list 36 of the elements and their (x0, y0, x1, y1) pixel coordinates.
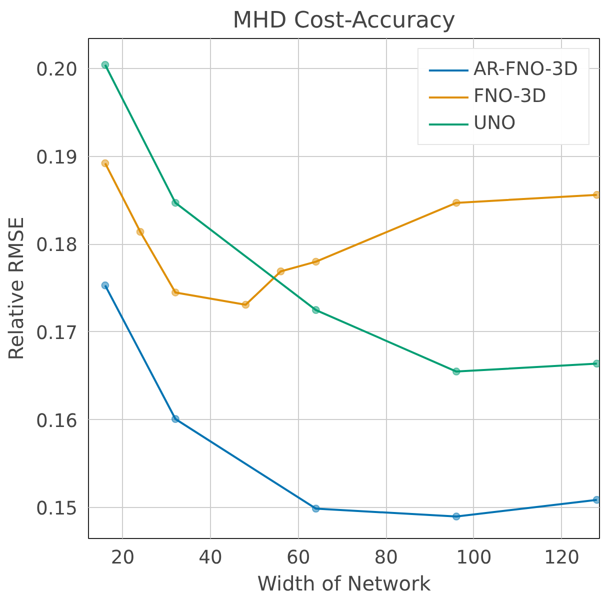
point (171, 288, 180, 296)
point (171, 415, 180, 423)
point (592, 496, 600, 504)
x-axis-title: Width of Network (257, 572, 432, 596)
y-tick-label: 0.20 (36, 59, 78, 80)
chart-title: MHD Cost-Accuracy (232, 8, 456, 34)
point (101, 159, 110, 168)
y-tick-label: 0.19 (36, 147, 78, 168)
x-tick-label: 60 (286, 548, 310, 568)
y-tick-label: 0.16 (36, 410, 78, 432)
y-tick-label: 0.15 (36, 498, 78, 520)
point (592, 360, 600, 368)
x-tick-label: 120 (544, 548, 580, 568)
x-tick-label: 100 (456, 548, 492, 568)
legend-label: AR-FNO-3D (473, 59, 578, 80)
y-tick-label: 0.18 (36, 235, 78, 256)
point (242, 300, 250, 309)
point (101, 60, 110, 69)
x-tick-label: 40 (198, 548, 222, 568)
legend-label: UNO (473, 113, 516, 134)
point (592, 190, 600, 199)
point (136, 228, 144, 236)
point (312, 306, 320, 314)
point (452, 368, 460, 376)
y-tick-label: 0.17 (36, 322, 78, 344)
point (171, 198, 180, 207)
point (452, 512, 460, 521)
x-tick-label: 20 (110, 548, 135, 568)
x-tick-label: 80 (374, 548, 398, 568)
y-axis-title: Relative RMSE (4, 216, 28, 360)
legend-label: FNO-3D (473, 86, 546, 107)
point (276, 267, 285, 276)
point (312, 258, 320, 266)
point (312, 504, 320, 513)
point (101, 281, 110, 290)
point (452, 198, 460, 207)
